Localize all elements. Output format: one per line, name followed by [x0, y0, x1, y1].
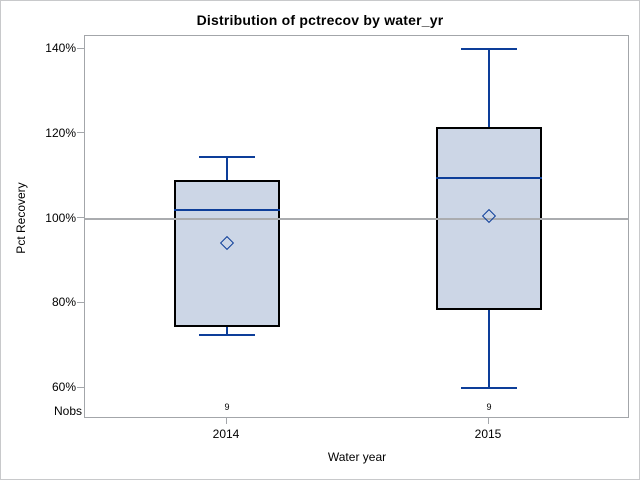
y-axis-title: Pct Recovery — [14, 182, 28, 254]
median-line-2014 — [174, 209, 280, 212]
lower-whisker-cap-2014 — [199, 334, 255, 337]
y-tick-mark — [77, 132, 84, 134]
reference-line-100pct — [85, 217, 628, 220]
y-tick-label: 140% — [45, 41, 76, 55]
nobs-row-label: Nobs — [53, 404, 82, 418]
x-tick-label: 2015 — [474, 427, 502, 441]
upper-whisker-2014 — [226, 157, 228, 181]
upper-whisker-cap-2015 — [461, 48, 517, 50]
chart-title: Distribution of pctrecov by water_yr — [196, 12, 444, 28]
y-tick-label: 100% — [45, 210, 76, 225]
nobs-value-2014: 9 — [224, 402, 230, 412]
y-tick-label: 120% — [45, 125, 76, 140]
x-tick-mark — [225, 418, 227, 424]
lower-whisker-2014 — [226, 326, 228, 336]
lower-whisker-2015 — [488, 309, 490, 388]
y-tick-label: 60% — [51, 380, 76, 394]
upper-whisker-2015 — [488, 49, 490, 128]
median-line-2015 — [436, 177, 542, 180]
y-tick-label: 80% — [51, 295, 76, 310]
nobs-value-2015: 9 — [486, 402, 492, 412]
x-axis-title: Water year — [327, 450, 387, 464]
upper-whisker-cap-2014 — [199, 156, 255, 159]
x-tick-label: 2014 — [212, 427, 240, 441]
x-tick-mark — [487, 418, 489, 424]
y-tick-mark — [77, 217, 84, 218]
box-2014 — [174, 180, 280, 327]
y-tick-mark — [77, 47, 84, 49]
y-tick-mark — [77, 386, 84, 388]
lower-whisker-cap-2015 — [461, 387, 517, 389]
y-tick-mark — [77, 301, 84, 303]
